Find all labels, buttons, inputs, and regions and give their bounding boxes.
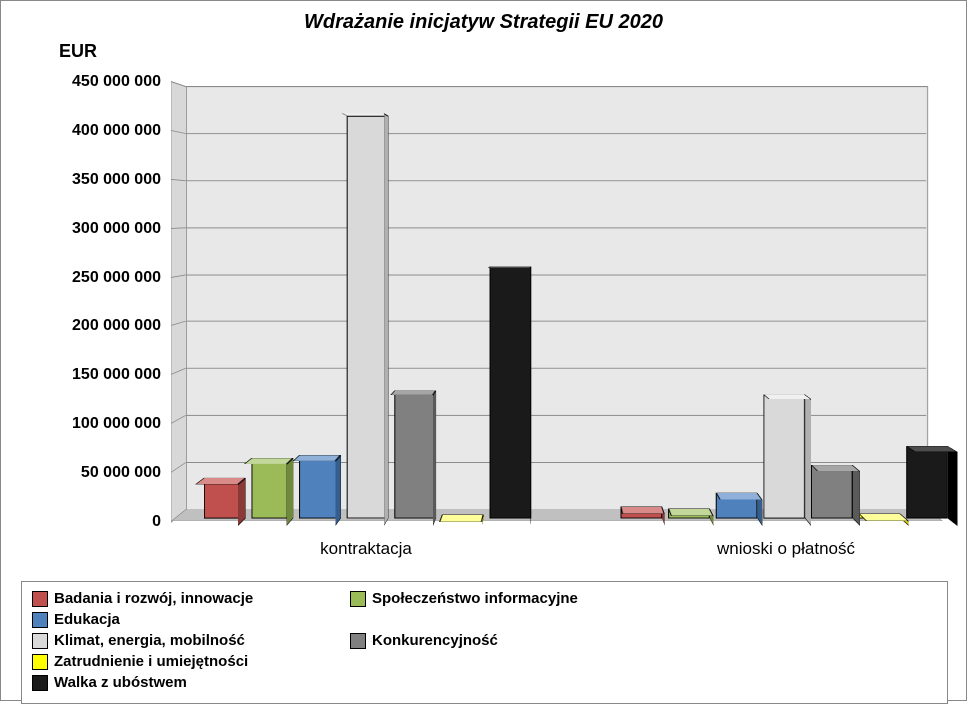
legend-item: Klimat, energia, mobilność — [32, 632, 332, 649]
y-tick-label: 150 000 000 — [21, 366, 161, 384]
legend-item: Społeczeństwo informacyjne — [350, 590, 650, 607]
legend-label: Walka z ubóstwem — [54, 674, 187, 691]
legend-item: Badania i rozwój, innowacje — [32, 590, 332, 607]
bar — [621, 509, 663, 521]
chart-frame: Wdrażanie inicjatyw Strategii EU 2020 EU… — [0, 0, 967, 701]
bar — [909, 448, 951, 521]
plot-side-wall — [171, 81, 186, 523]
legend-row: Walka z ubóstwem — [32, 674, 937, 695]
bar — [441, 517, 483, 521]
gridline — [171, 227, 186, 229]
bar — [297, 457, 339, 521]
gridline — [186, 180, 926, 181]
bar — [765, 396, 807, 521]
y-tick-label: 350 000 000 — [21, 171, 161, 189]
legend-swatch — [32, 675, 48, 691]
y-tick-label: 300 000 000 — [21, 220, 161, 238]
legend-swatch — [32, 633, 48, 649]
y-tick-label: 100 000 000 — [21, 415, 161, 433]
legend-item: Walka z ubóstwem — [32, 674, 187, 691]
legend-swatch — [350, 633, 366, 649]
gridline — [186, 274, 926, 275]
plot-area — [171, 81, 941, 521]
legend-label: Zatrudnienie i umiejętności — [54, 653, 248, 670]
legend-label: Klimat, energia, mobilność — [54, 632, 245, 649]
legend-item: Zatrudnienie i umiejętności — [32, 653, 332, 670]
bar — [345, 115, 387, 521]
bar — [813, 467, 855, 521]
x-category-label: kontraktacja — [201, 539, 531, 559]
gridline — [171, 368, 186, 375]
gridline — [186, 227, 926, 228]
legend-swatch — [350, 591, 366, 607]
legend: Badania i rozwój, innowacje Społeczeństwo… — [21, 581, 948, 704]
plot-back-wall — [186, 86, 928, 511]
y-tick-label: 400 000 000 — [21, 122, 161, 140]
bar — [669, 511, 711, 521]
legend-item: Edukacja — [32, 611, 332, 628]
y-tick-label: 250 000 000 — [21, 269, 161, 287]
legend-swatch — [32, 654, 48, 670]
x-category-label: wnioski o płatność — [621, 539, 951, 559]
bar — [489, 267, 531, 521]
gridline — [186, 133, 926, 134]
legend-item: Konkurencyjność — [350, 632, 650, 649]
gridline — [186, 415, 926, 416]
gridline — [186, 86, 926, 87]
chart-title: Wdrażanie inicjatyw Strategii EU 2020 — [1, 1, 966, 34]
legend-label: Badania i rozwój, innowacje — [54, 590, 253, 607]
y-tick-label: 450 000 000 — [21, 73, 161, 91]
legend-label: Edukacja — [54, 611, 120, 628]
gridline — [171, 130, 186, 134]
gridline — [171, 81, 186, 87]
y-tick-label: 50 000 000 — [21, 464, 161, 482]
legend-swatch — [32, 612, 48, 628]
gridline — [186, 368, 926, 369]
y-tick-label: 0 — [21, 513, 161, 531]
gridline — [171, 415, 186, 424]
legend-label: Społeczeństwo informacyjne — [372, 590, 578, 607]
bar — [201, 480, 243, 521]
bar — [249, 460, 291, 521]
gridline — [171, 462, 186, 473]
bar — [393, 392, 435, 521]
legend-row: Klimat, energia, mobilność Konkurencyjnoś… — [32, 632, 937, 674]
y-axis-label: EUR — [59, 41, 97, 62]
y-tick-label: 200 000 000 — [21, 317, 161, 335]
bar — [861, 516, 903, 521]
gridline — [171, 321, 186, 326]
gridline — [171, 509, 186, 522]
bar — [717, 495, 759, 521]
legend-row: Badania i rozwój, innowacje Społeczeństwo… — [32, 590, 937, 632]
legend-swatch — [32, 591, 48, 607]
legend-label: Konkurencyjność — [372, 632, 498, 649]
gridline — [171, 274, 186, 277]
gridline — [186, 321, 926, 322]
gridline — [171, 179, 186, 181]
